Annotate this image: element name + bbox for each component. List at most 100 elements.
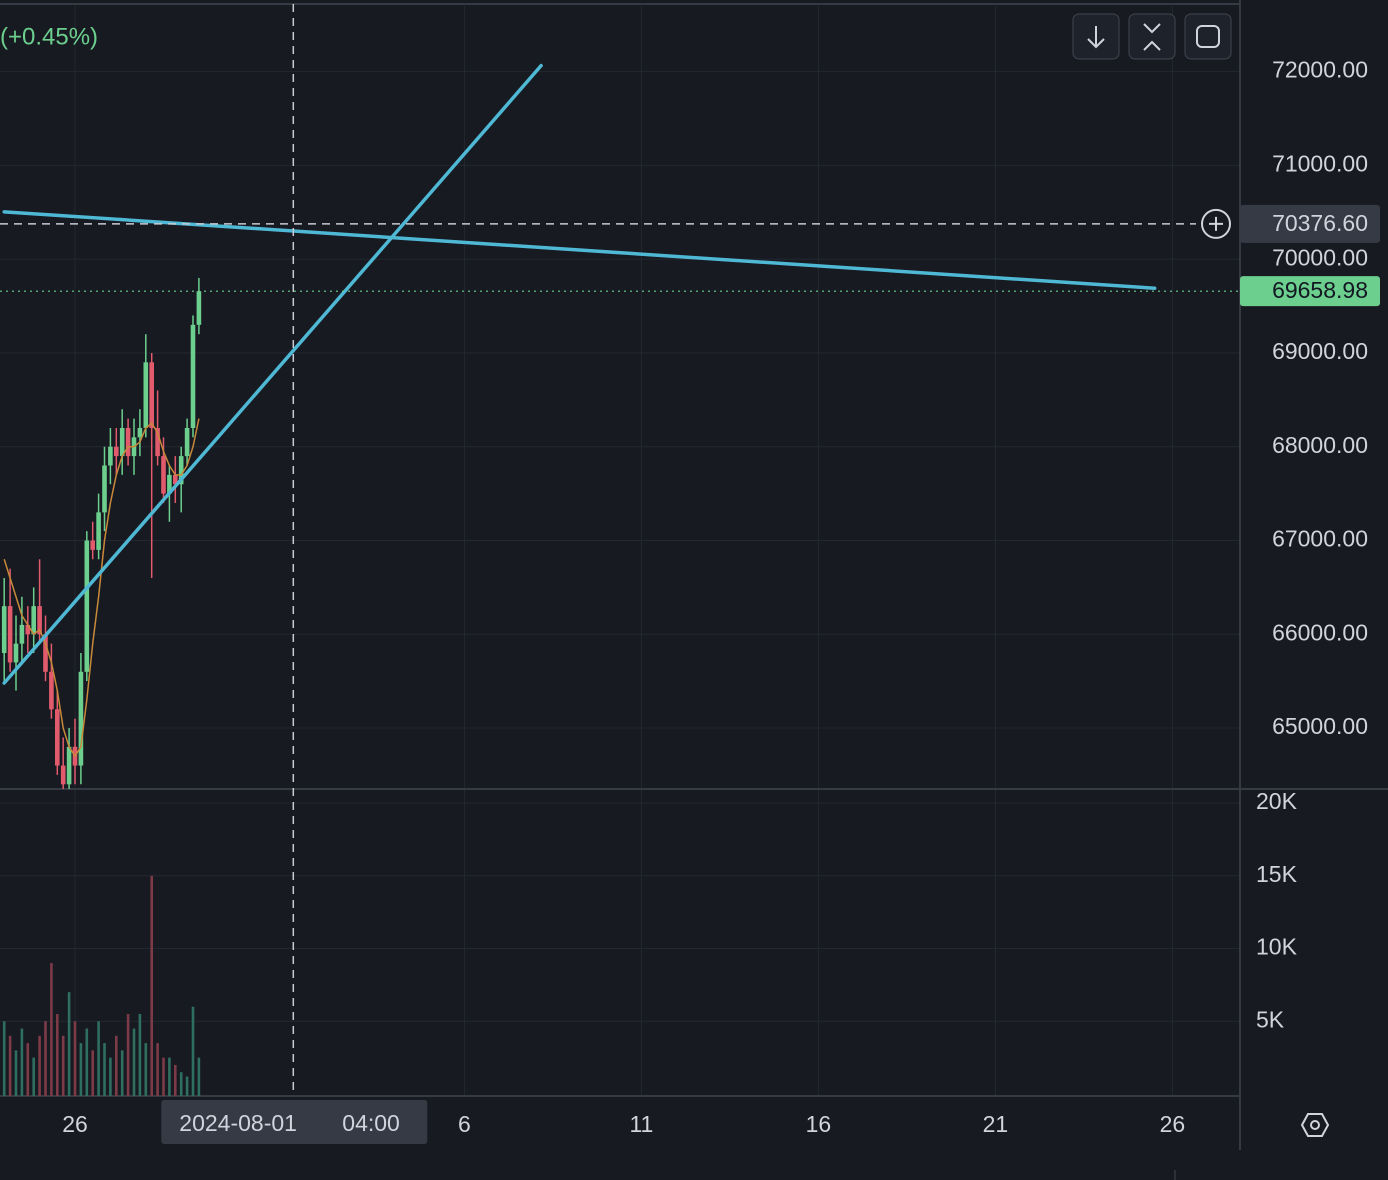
volume-tick-label: 10K bbox=[1256, 934, 1298, 960]
candle-body bbox=[43, 634, 48, 672]
candle-body bbox=[78, 671, 84, 766]
x-tick-label: 6 bbox=[458, 1111, 471, 1137]
x-tick-label: 11 bbox=[629, 1111, 653, 1137]
fullscreen-icon bbox=[1196, 25, 1220, 48]
volume-bar bbox=[26, 1043, 30, 1096]
volume-bar bbox=[156, 1043, 159, 1096]
crosshair-date-label: 2024-08-01 bbox=[179, 1110, 297, 1136]
x-tick-label: 26 bbox=[1160, 1111, 1186, 1137]
crosshair-time-box bbox=[161, 1100, 428, 1144]
candle-body bbox=[149, 362, 154, 428]
volume-bar bbox=[174, 1064, 177, 1096]
candle-body bbox=[143, 362, 149, 428]
volume-bar bbox=[44, 1021, 47, 1096]
volume-bar bbox=[14, 1050, 18, 1096]
settings-dot bbox=[1310, 1120, 1320, 1130]
y-tick-label: 68000.00 bbox=[1272, 432, 1368, 458]
grid bbox=[0, 6, 1240, 1096]
volume-bar bbox=[32, 1057, 35, 1096]
candle-body bbox=[37, 606, 42, 635]
y-tick-label: 65000.00 bbox=[1272, 713, 1368, 739]
volume-bar bbox=[56, 1013, 59, 1096]
volume-bar bbox=[67, 992, 71, 1096]
settings-button[interactable] bbox=[1300, 1113, 1330, 1137]
y-tick-label: 72000.00 bbox=[1272, 57, 1368, 83]
toolbar bbox=[1072, 13, 1232, 60]
x-tick-label: 26 bbox=[62, 1111, 88, 1137]
volume-tick-label: 20K bbox=[1256, 788, 1298, 814]
volume-bar bbox=[144, 1043, 148, 1096]
volume-tick-label: 5K bbox=[1256, 1006, 1285, 1032]
candle-body bbox=[84, 540, 90, 672]
volume-bar bbox=[2, 1021, 6, 1096]
volume-bar bbox=[120, 1050, 124, 1096]
volume-bar bbox=[185, 1076, 189, 1096]
arrow-icon bbox=[1087, 26, 1105, 49]
volume-bar bbox=[97, 1021, 100, 1096]
volume-bar bbox=[61, 1035, 65, 1096]
trend-line bbox=[2, 63, 543, 685]
volume-bar bbox=[8, 1035, 12, 1096]
y-tick-label: 71000.00 bbox=[1272, 150, 1368, 176]
y-tick-label: 70000.00 bbox=[1272, 244, 1368, 270]
volume-bar bbox=[150, 875, 153, 1096]
candle-body bbox=[96, 512, 101, 550]
volume-bar bbox=[91, 1050, 94, 1096]
volume-bar bbox=[179, 1072, 183, 1096]
collapse-button[interactable] bbox=[1128, 13, 1176, 60]
candle-body bbox=[7, 606, 13, 663]
y-tick-label: 66000.00 bbox=[1272, 619, 1368, 645]
volume-bar bbox=[126, 1013, 130, 1096]
crosshair-time-label: 04:00 bbox=[342, 1110, 400, 1136]
y-tick-label: 67000.00 bbox=[1272, 526, 1368, 552]
y-tick-label: 69000.00 bbox=[1272, 338, 1368, 364]
candle-body bbox=[1, 606, 7, 654]
candle-body bbox=[184, 427, 190, 457]
candle-body bbox=[155, 427, 160, 457]
candle-body bbox=[161, 456, 166, 494]
candle-body bbox=[55, 709, 60, 766]
candle-body bbox=[173, 474, 178, 485]
change-label: (+0.45%) bbox=[0, 23, 98, 50]
candle-body bbox=[90, 540, 95, 550]
fullscreen-button[interactable] bbox=[1184, 13, 1232, 60]
last-price-label: 69658.98 bbox=[1272, 277, 1368, 303]
candle-body bbox=[13, 643, 19, 663]
settings-icon bbox=[1300, 1113, 1330, 1137]
volume-pane bbox=[2, 875, 201, 1096]
candle-body bbox=[102, 465, 107, 513]
candle-body bbox=[125, 427, 131, 457]
candle-body bbox=[114, 446, 119, 457]
candle-body bbox=[119, 427, 125, 457]
candle-body bbox=[137, 427, 143, 438]
volume-bar bbox=[38, 1035, 41, 1096]
candle-body bbox=[19, 624, 25, 644]
volume-bar bbox=[50, 963, 53, 1096]
x-tick-label: 16 bbox=[806, 1111, 832, 1137]
volume-bar bbox=[73, 1021, 77, 1096]
candle-body bbox=[66, 746, 72, 785]
volume-bar bbox=[20, 1028, 24, 1096]
volume-bar bbox=[103, 1043, 106, 1096]
volume-bar bbox=[85, 1028, 89, 1096]
price-pane bbox=[1, 63, 1157, 789]
candle-body bbox=[25, 624, 31, 635]
trend-line bbox=[2, 210, 1157, 291]
plus-icon bbox=[1209, 216, 1223, 231]
volume-bar bbox=[115, 1035, 118, 1096]
candle-body bbox=[178, 456, 184, 485]
volume-bar bbox=[168, 1057, 171, 1096]
candle-body bbox=[196, 291, 202, 325]
candle-body bbox=[108, 446, 113, 466]
candle-body bbox=[31, 606, 36, 635]
volume-bar bbox=[132, 1028, 136, 1096]
x-tick-label: 21 bbox=[983, 1111, 1009, 1137]
volume-bar bbox=[197, 1057, 201, 1096]
volume-bar bbox=[138, 1013, 142, 1096]
crosshair-price-box bbox=[1240, 204, 1380, 243]
marks bbox=[1, 63, 1157, 1096]
candle-body bbox=[60, 765, 66, 785]
collapse-icon bbox=[1143, 23, 1161, 51]
